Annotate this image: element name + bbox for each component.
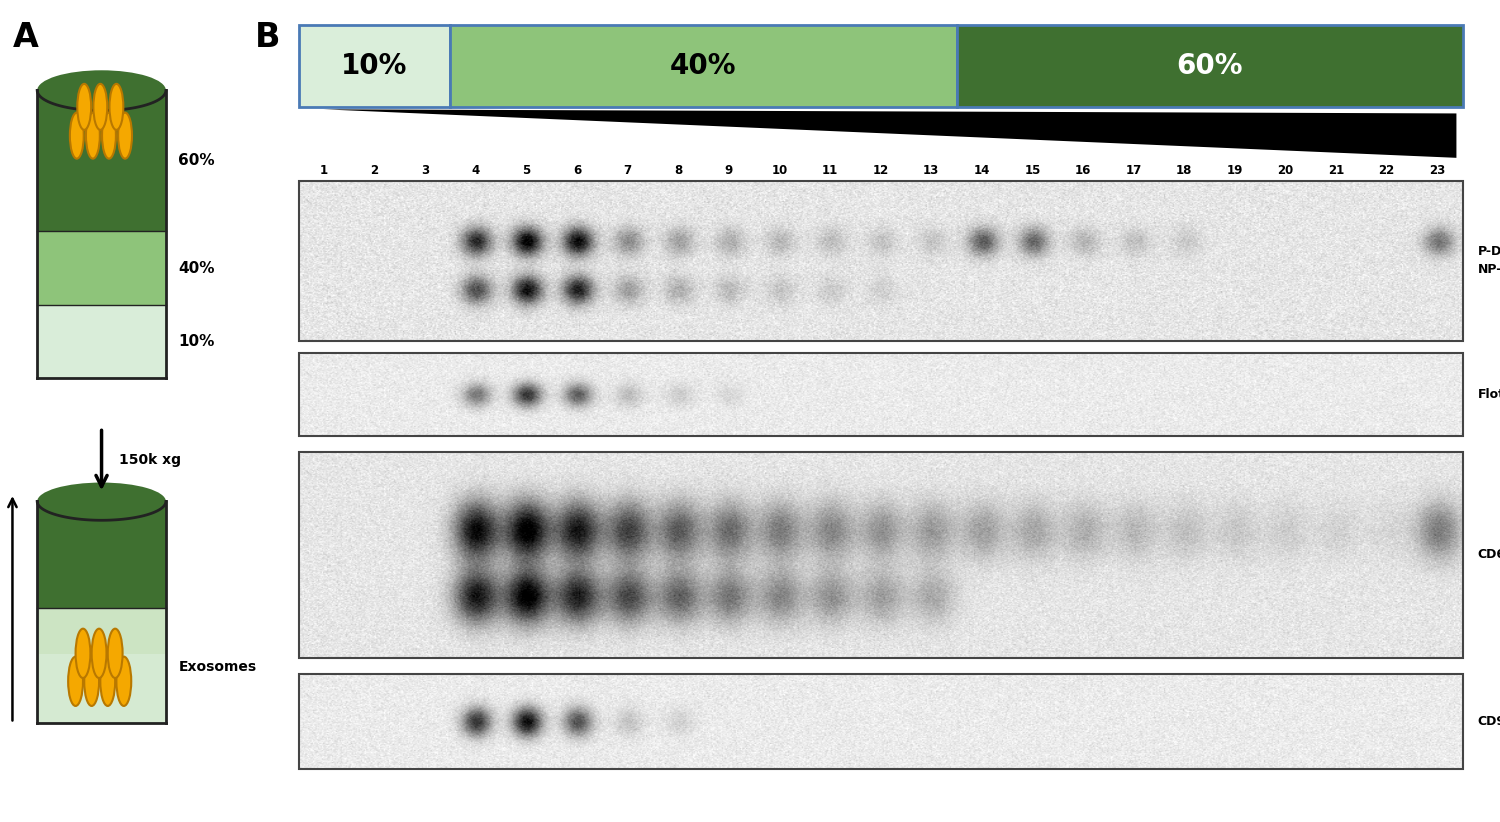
Text: 23: 23 (1430, 164, 1446, 177)
Text: CD63: CD63 (1478, 548, 1500, 561)
Text: 21: 21 (1328, 164, 1344, 177)
Text: 19: 19 (1227, 164, 1244, 177)
Text: 10: 10 (771, 164, 788, 177)
Text: 7: 7 (624, 164, 632, 177)
Circle shape (102, 113, 116, 159)
Text: CD9: CD9 (1478, 715, 1500, 727)
Circle shape (75, 629, 90, 678)
Text: 15: 15 (1024, 164, 1041, 177)
Circle shape (93, 84, 106, 130)
Text: 9: 9 (724, 164, 734, 177)
Bar (38, 90, 166, 231)
Bar (38, 305, 166, 378)
Text: 3: 3 (422, 164, 429, 177)
Circle shape (70, 113, 84, 159)
Bar (298, 181, 1462, 341)
Text: 17: 17 (1125, 164, 1142, 177)
Circle shape (92, 629, 106, 678)
Circle shape (78, 84, 92, 130)
Bar (38, 501, 166, 608)
Text: 20: 20 (1278, 164, 1293, 177)
Text: 40%: 40% (178, 261, 214, 275)
Text: 18: 18 (1176, 164, 1192, 177)
Text: 8: 8 (674, 164, 682, 177)
Circle shape (84, 657, 99, 706)
Text: 22: 22 (1378, 164, 1395, 177)
Text: 60%: 60% (1176, 52, 1244, 80)
Bar (298, 25, 450, 107)
Circle shape (68, 657, 82, 706)
Text: 60%: 60% (178, 154, 214, 169)
Text: 6: 6 (573, 164, 580, 177)
Circle shape (118, 113, 132, 159)
Text: 150k xg: 150k xg (118, 453, 182, 468)
Bar (957, 25, 1462, 107)
Text: 12: 12 (873, 164, 888, 177)
Ellipse shape (38, 483, 166, 520)
Bar (450, 25, 957, 107)
Circle shape (86, 113, 100, 159)
Text: 11: 11 (822, 164, 839, 177)
Text: 4: 4 (471, 164, 480, 177)
Circle shape (108, 629, 123, 678)
Circle shape (117, 657, 132, 706)
Circle shape (110, 84, 123, 130)
Text: Exosomes: Exosomes (178, 660, 256, 674)
Text: 10%: 10% (178, 334, 214, 349)
Bar (298, 353, 1462, 436)
Text: 16: 16 (1076, 164, 1090, 177)
Text: Flot-2: Flot-2 (1478, 388, 1500, 401)
Text: 2: 2 (370, 164, 378, 177)
Text: B: B (255, 21, 280, 53)
Text: 13: 13 (922, 164, 939, 177)
Text: 14: 14 (974, 164, 990, 177)
Text: 5: 5 (522, 164, 531, 177)
Text: 1: 1 (320, 164, 328, 177)
Circle shape (100, 657, 116, 706)
Text: A: A (12, 21, 39, 53)
Ellipse shape (38, 70, 166, 110)
Text: 40%: 40% (670, 52, 736, 80)
Text: 10%: 10% (342, 52, 408, 80)
Text: P-DNAJC5
NP-DNAJC5: P-DNAJC5 NP-DNAJC5 (1478, 246, 1500, 276)
Bar (38, 608, 166, 723)
Polygon shape (324, 109, 1456, 158)
Bar (298, 674, 1462, 769)
Bar (298, 452, 1462, 658)
Bar (38, 654, 166, 723)
Bar (38, 231, 166, 305)
